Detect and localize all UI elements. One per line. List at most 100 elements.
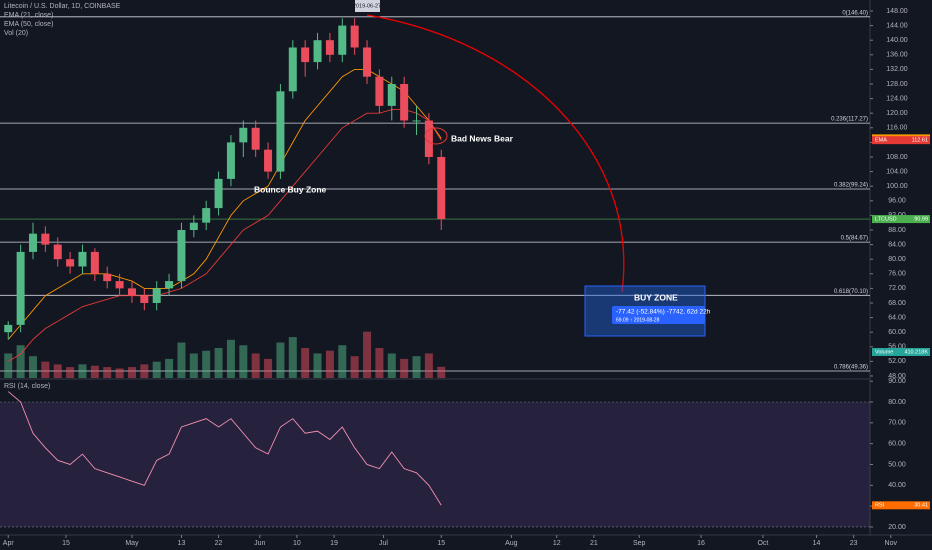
volume-bar <box>41 361 50 378</box>
candle-body <box>103 273 112 282</box>
y-tick-label: 52.00 <box>888 358 906 365</box>
x-tick-label: Jul <box>379 540 388 547</box>
volume-bar <box>375 348 384 378</box>
rsi-band <box>0 401 870 527</box>
rsi-tick-label: 90.00 <box>888 378 906 385</box>
y-tick-label: 100.00 <box>886 183 908 190</box>
arc-arrow <box>366 14 625 293</box>
fib-label: 0(146.40) <box>842 10 868 16</box>
y-tick-label: 64.00 <box>888 314 906 321</box>
candle-body <box>363 47 372 77</box>
candle-body <box>177 229 186 282</box>
y-tick-label: 104.00 <box>886 168 908 175</box>
x-tick-label: Nov <box>885 540 898 547</box>
volume-bar <box>177 342 186 378</box>
y-tick-label: 120.00 <box>886 110 908 117</box>
rsi-title: RSI (14, close) <box>4 383 50 390</box>
volume-bar <box>412 356 421 378</box>
chart-title: Litecoin / U.S. Dollar, 1D, COINBASE <box>4 3 121 10</box>
volume-bar <box>140 364 149 378</box>
candle-body <box>387 83 396 106</box>
price-badge-bg <box>872 215 930 224</box>
x-tick-label: Apr <box>3 540 15 547</box>
candle-body <box>251 127 260 150</box>
volume-bar <box>350 356 359 378</box>
volume-bar <box>165 358 174 378</box>
volume-bar <box>152 361 161 378</box>
candle-body <box>152 288 161 303</box>
volume-bar <box>115 368 124 378</box>
x-tick-label: Jun <box>254 540 265 547</box>
candle-body <box>127 288 136 296</box>
ema50-badge-name: EMA <box>875 138 887 144</box>
rsi-line <box>7 391 442 506</box>
volume-bar <box>276 342 285 378</box>
y-tick-label: 96.00 <box>888 198 906 205</box>
volume-bar <box>103 367 112 378</box>
candle-body <box>226 142 235 179</box>
volume-bar <box>437 366 446 378</box>
annotation: Bad News Bear <box>451 133 514 143</box>
candle-body <box>41 233 50 245</box>
candle-body <box>28 233 37 252</box>
x-tick-label: 15 <box>437 540 445 547</box>
volume-bar <box>313 353 322 378</box>
rsi-tick-label: 60.00 <box>888 441 906 448</box>
x-tick-label: Aug <box>505 540 518 547</box>
volume-bar <box>424 353 433 378</box>
candle-body <box>214 178 223 209</box>
candle-body <box>202 208 211 223</box>
x-tick-label: 12 <box>553 540 561 547</box>
candle-body <box>189 222 198 230</box>
x-tick-label: Oct <box>757 540 768 547</box>
measure-box <box>612 306 705 324</box>
ema50-line <box>8 109 442 362</box>
price-badge-value: 90.99 <box>914 217 928 223</box>
y-tick-label: 84.00 <box>888 241 906 248</box>
annotation: Bounce Buy Zone <box>254 184 327 194</box>
y-tick-label: 88.00 <box>888 227 906 234</box>
volume-bar <box>400 358 409 378</box>
y-tick-label: 136.00 <box>886 52 908 59</box>
price-badge-name: LTCUSD <box>875 217 897 223</box>
volume-bar <box>301 348 310 378</box>
volume-bar <box>251 353 260 378</box>
x-tick-label: 16 <box>697 540 705 547</box>
x-tick-label: 14 <box>813 540 821 547</box>
volume-bar <box>127 367 136 378</box>
x-tick-label: 21 <box>590 540 598 547</box>
candle-body <box>325 40 334 55</box>
volume-bar <box>202 350 211 378</box>
volume-bar <box>28 356 37 378</box>
candle-body <box>264 149 273 172</box>
candle-body <box>437 156 446 220</box>
rsi-badge-name: RSI <box>875 503 885 509</box>
volume-bar <box>363 331 372 378</box>
indicator-label: EMA (50, close) <box>4 21 53 28</box>
fib-label: 0.236(117.27) <box>831 117 868 123</box>
x-tick-label: 22 <box>215 540 223 547</box>
candle-body <box>338 25 347 55</box>
volume-bar <box>66 367 75 378</box>
y-tick-label: 68.00 <box>888 300 906 307</box>
x-tick-label: 13 <box>178 540 186 547</box>
y-tick-label: 144.00 <box>886 22 908 29</box>
volume-bar <box>325 350 334 378</box>
x-tick-label: 23 <box>850 540 858 547</box>
candle-body <box>276 91 285 172</box>
candle-body <box>66 259 75 267</box>
volume-bar <box>90 365 99 378</box>
candle-body <box>313 40 322 63</box>
volume-bar <box>226 339 235 378</box>
candle-body <box>412 120 421 122</box>
indicator-label: Vol (20) <box>4 30 28 37</box>
y-tick-label: 56.00 <box>888 344 906 351</box>
volume-bar <box>78 364 87 378</box>
volume-bar <box>16 345 25 378</box>
y-tick-label: 60.00 <box>888 329 906 336</box>
y-tick-label: 140.00 <box>886 37 908 44</box>
volume-badge-value: 410.218K <box>904 349 928 355</box>
annotation: BUY ZONE <box>634 292 678 302</box>
x-tick-label: 15 <box>62 540 70 547</box>
